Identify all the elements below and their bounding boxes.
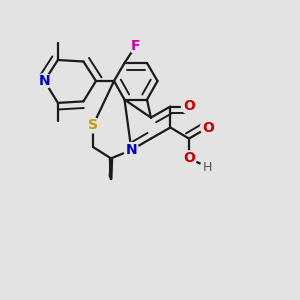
Circle shape — [200, 160, 215, 175]
Circle shape — [200, 120, 215, 135]
Text: S: S — [88, 118, 98, 132]
Text: O: O — [202, 121, 214, 134]
Circle shape — [182, 151, 196, 166]
Text: N: N — [126, 143, 137, 157]
Text: O: O — [183, 100, 195, 113]
Text: N: N — [39, 74, 50, 88]
Circle shape — [124, 142, 139, 158]
Circle shape — [37, 74, 52, 88]
Text: F: F — [131, 39, 141, 52]
Text: H: H — [203, 160, 213, 174]
Circle shape — [85, 118, 100, 133]
Circle shape — [128, 38, 143, 53]
Text: O: O — [183, 152, 195, 165]
Circle shape — [182, 99, 196, 114]
